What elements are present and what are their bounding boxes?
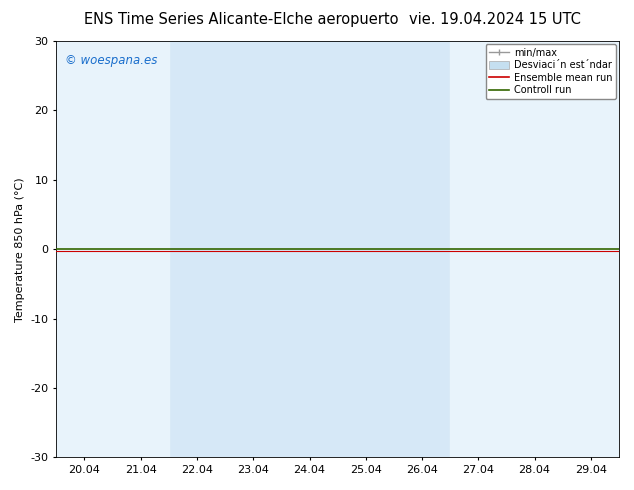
Bar [113,41,169,457]
Legend: min/max, Desviaci´n est´ndar, Ensemble mean run, Controll run: min/max, Desviaci´n est´ndar, Ensemble m… [486,44,616,99]
Text: ENS Time Series Alicante-Elche aeropuerto: ENS Time Series Alicante-Elche aeropuert… [84,12,398,27]
Y-axis label: Temperature 850 hPa (°C): Temperature 850 hPa (°C) [15,177,25,321]
Text: © woespana.es: © woespana.es [65,53,157,67]
Text: vie. 19.04.2024 15 UTC: vie. 19.04.2024 15 UTC [408,12,581,27]
Bar [563,41,619,457]
Bar [507,41,563,457]
Bar [450,41,507,457]
Bar [56,41,113,457]
